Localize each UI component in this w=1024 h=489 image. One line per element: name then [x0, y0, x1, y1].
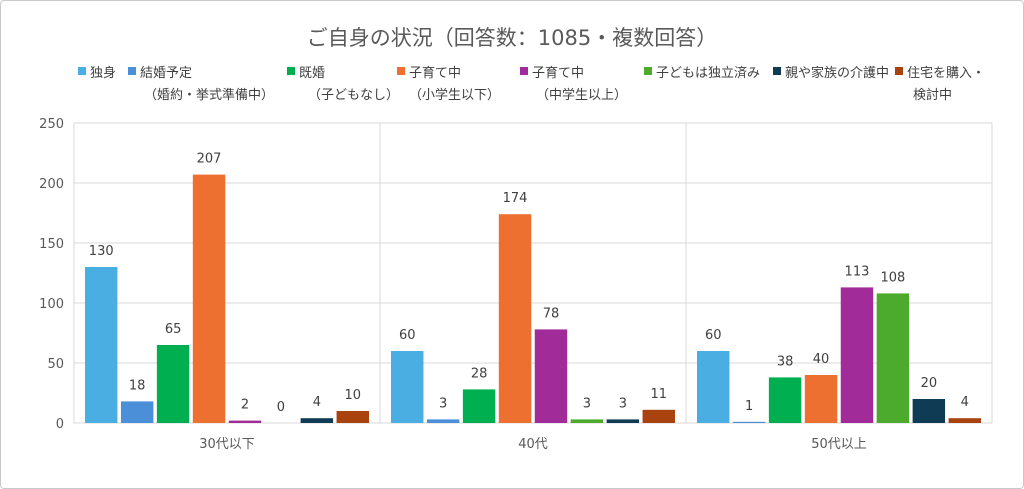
- data-label: 2: [241, 398, 249, 413]
- bar: [336, 411, 369, 423]
- data-label: 78: [543, 306, 560, 321]
- bar: [948, 418, 981, 423]
- legend-sublabel: （子どもなし）: [308, 88, 400, 103]
- bar: [804, 375, 838, 423]
- y-tick-label: 0: [56, 417, 64, 432]
- y-tick-label: 250: [39, 117, 64, 132]
- legend-label: 子育て中: [532, 66, 585, 81]
- data-label: 3: [619, 396, 627, 411]
- y-tick-label: 150: [39, 237, 64, 252]
- bar: [840, 287, 874, 423]
- legend-swatch: [128, 67, 136, 75]
- legend-sublabel: （婚約・挙式準備中）: [144, 88, 275, 103]
- bar: [120, 401, 154, 423]
- x-category-label: 50代以上: [811, 437, 867, 452]
- legend-label: 住宅を購入・: [907, 66, 986, 81]
- y-tick-label: 50: [47, 357, 64, 372]
- data-label: 108: [880, 270, 905, 285]
- bar: [732, 421, 766, 423]
- legend-label: 子育て中: [409, 66, 462, 81]
- x-category-label: 40代: [518, 437, 548, 452]
- data-label: 3: [439, 396, 447, 411]
- bar: [570, 419, 604, 423]
- legend-sublabel: （中学生以上）: [536, 88, 628, 103]
- legend-swatch: [520, 67, 528, 75]
- legend-label: 親や家族の介護中: [785, 66, 890, 81]
- bar: [768, 377, 802, 423]
- y-tick-label: 200: [39, 177, 64, 192]
- legend-swatch: [397, 67, 405, 75]
- bar: [498, 214, 532, 423]
- data-label: 65: [165, 322, 182, 337]
- data-label: 40: [813, 352, 830, 367]
- data-label: 3: [583, 396, 591, 411]
- legend-sublabel: 検討中: [913, 88, 953, 103]
- bar: [192, 174, 226, 423]
- legend-swatch: [644, 67, 652, 75]
- bar: [300, 418, 334, 423]
- data-label: 11: [651, 387, 668, 402]
- data-label: 4: [313, 395, 321, 410]
- data-label: 4: [961, 395, 969, 410]
- bar: [912, 399, 946, 423]
- data-label: 174: [503, 191, 528, 206]
- bar: [606, 419, 640, 423]
- legend-label: 子どもは独立済み: [656, 66, 761, 81]
- bar: [85, 267, 118, 423]
- legend-swatch: [78, 67, 86, 75]
- data-label: 130: [89, 244, 114, 259]
- legend: 独身 結婚予定 （婚約・挙式準備中） 既婚 （子どもなし） 子育て中 （小学生以…: [0, 62, 1024, 112]
- x-category-label: 30代以下: [199, 437, 255, 452]
- data-label: 20: [921, 376, 938, 391]
- bar: [228, 420, 262, 423]
- legend-label: 既婚: [299, 66, 326, 81]
- data-label: 207: [197, 152, 222, 167]
- bar: [426, 419, 460, 423]
- data-label: 0: [277, 400, 285, 415]
- data-label: 60: [399, 328, 416, 343]
- legend-swatch: [287, 67, 295, 75]
- bar: [156, 345, 190, 423]
- bar: [642, 409, 675, 423]
- data-label: 10: [345, 388, 362, 403]
- data-label: 60: [705, 328, 722, 343]
- y-tick-label: 100: [39, 297, 64, 312]
- bar: [391, 351, 424, 423]
- data-label: 1: [745, 399, 753, 414]
- legend-sublabel: （小学生以下）: [409, 88, 501, 103]
- bar: [697, 351, 730, 423]
- bar: [876, 293, 910, 423]
- legend-label: 結婚予定: [140, 66, 193, 81]
- chart-title: ご自身の状況（回答数：1085・複数回答）: [306, 26, 718, 50]
- bar: [534, 329, 568, 423]
- bar: [462, 389, 496, 423]
- legend-label: 独身: [90, 66, 117, 81]
- data-label: 38: [777, 354, 794, 369]
- data-label: 18: [129, 378, 146, 393]
- data-label: 28: [471, 366, 488, 381]
- legend-swatch: [895, 67, 903, 75]
- data-label: 113: [845, 264, 870, 279]
- legend-swatch: [773, 67, 781, 75]
